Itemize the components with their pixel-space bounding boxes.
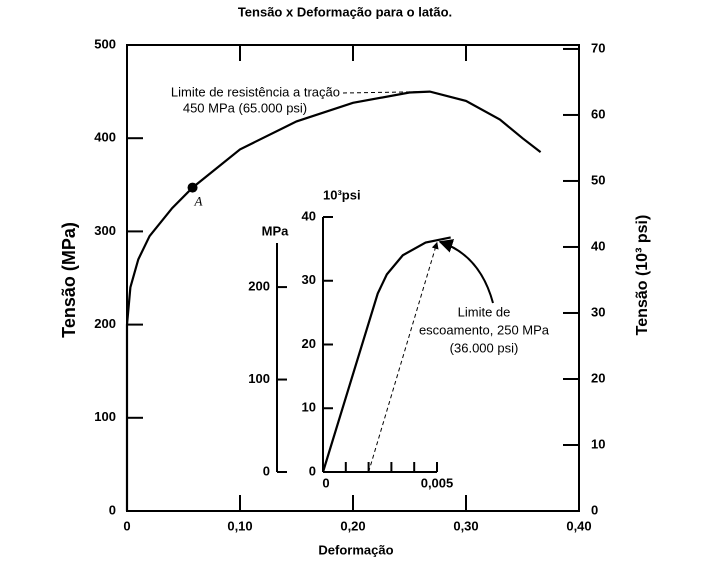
offset-line (368, 241, 439, 473)
inset-y-tick-label: 30 (302, 272, 316, 287)
inset-y2-tick-label: 100 (248, 371, 270, 386)
x-axis-label: Deformação (318, 542, 393, 557)
annotation-leader (342, 91, 430, 94)
chart-title: Tensão x Deformação para o latão. (238, 4, 452, 19)
annotation-text: escoamento, 250 MPa (419, 322, 550, 337)
point-label: A (194, 194, 203, 209)
data-line (125, 90, 542, 511)
inset-y-tick-label: 20 (302, 336, 316, 351)
y-tick-label: 300 (94, 223, 116, 238)
annotation-text: Limite de resistência a tração (171, 84, 340, 99)
y2-tick-label: 40 (591, 238, 605, 253)
inset-y-tick-label: 10 (302, 400, 316, 415)
y2-tick-label: 60 (591, 106, 605, 121)
point-marker (187, 182, 198, 193)
x-tick-label: 0,10 (227, 518, 252, 533)
inset-y-axis-label: 10³psi (323, 187, 361, 202)
y-tick-label: 0 (109, 502, 116, 517)
y-tick-label: 400 (94, 130, 116, 145)
inset-y-tick-label: 0 (309, 463, 316, 478)
data-line (321, 236, 451, 473)
y-tick-label: 200 (94, 316, 116, 331)
annotation-text: (36.000 psi) (450, 340, 519, 355)
y2-axis-label: Tensão (10³ psi) (634, 215, 651, 336)
inset-x-tick-label: 0,005 (421, 475, 454, 490)
y2-tick-label: 50 (591, 172, 605, 187)
y2-tick-label: 0 (591, 502, 598, 517)
y-tick-label: 100 (94, 409, 116, 424)
y-axis-label: Tensão (MPa) (59, 222, 79, 338)
inset-y2-tick-label: 0 (263, 463, 270, 478)
inset-y-tick-label: 40 (302, 208, 316, 223)
inset-y2-tick-label: 200 (248, 279, 270, 294)
x-tick-label: 0,20 (340, 518, 365, 533)
y2-tick-label: 70 (591, 40, 605, 55)
annotation-arrow (438, 239, 494, 304)
annotation-text: 450 MPa (65.000 psi) (183, 100, 307, 115)
x-tick-label: 0 (123, 518, 130, 533)
inset-y2-axis-label: MPa (262, 223, 290, 238)
x-tick-label: 0,40 (566, 518, 591, 533)
annotation-text: Limite de (458, 304, 511, 319)
inset-x-tick-label: 0 (322, 475, 329, 490)
y2-tick-label: 10 (591, 436, 605, 451)
y2-tick-label: 20 (591, 370, 605, 385)
y-tick-label: 500 (94, 36, 116, 51)
x-tick-label: 0,30 (453, 518, 478, 533)
y2-tick-label: 30 (591, 304, 605, 319)
